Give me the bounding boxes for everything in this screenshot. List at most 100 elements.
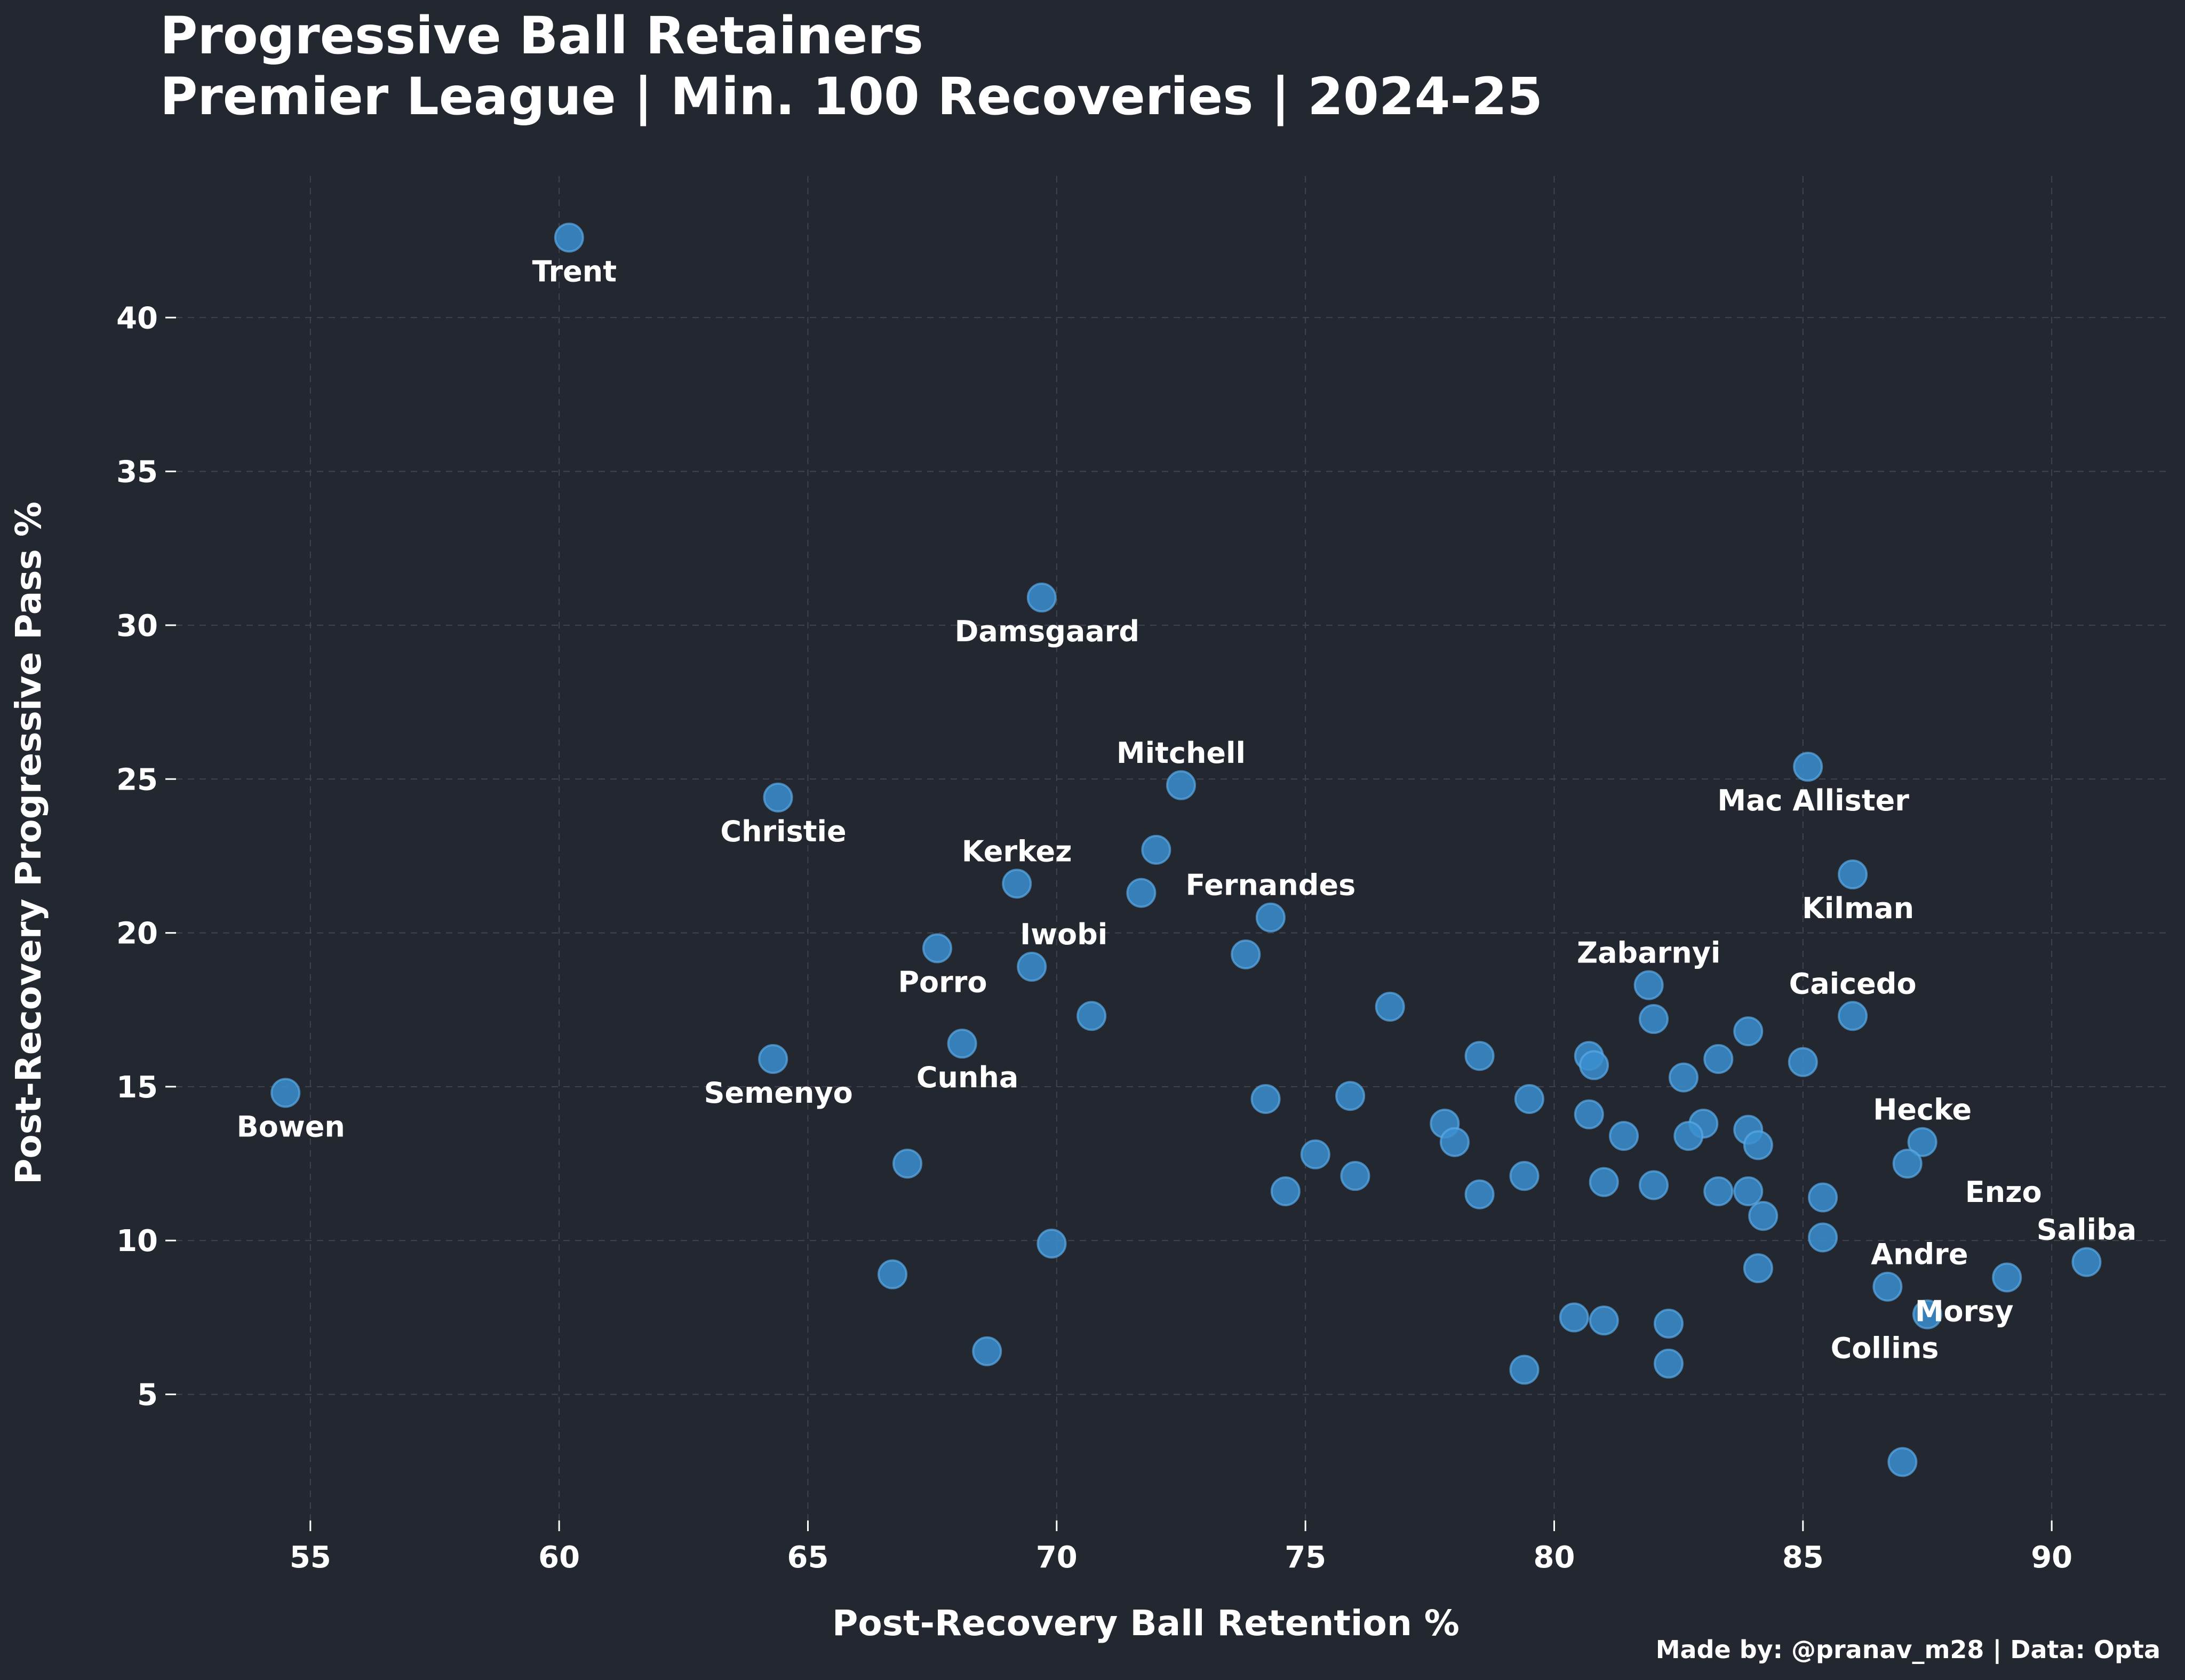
y-tick-label: 15 <box>116 1070 158 1105</box>
point-label: Iwobi <box>1020 918 1107 951</box>
title-line-2: Premier League | Min. 100 Recoveries | 2… <box>160 67 1543 127</box>
credit-text: Made by: @pranav_m28 | Data: Opta <box>1656 1635 2160 1665</box>
x-tick-label: 60 <box>538 1540 580 1575</box>
data-point <box>1300 1139 1330 1169</box>
data-point <box>1250 1084 1281 1114</box>
data-point <box>1733 1016 1764 1047</box>
x-tick-label: 70 <box>1036 1540 1078 1575</box>
point-label: Mitchell <box>1117 736 1246 770</box>
data-point <box>1703 1176 1734 1206</box>
data-point <box>1872 1271 1903 1302</box>
data-point <box>1036 1229 1067 1259</box>
data-point <box>1464 1041 1495 1071</box>
data-point <box>1633 970 1664 1000</box>
data-point <box>2071 1247 2102 1277</box>
data-point <box>1808 1222 1838 1253</box>
data-point <box>1589 1305 1619 1336</box>
x-tick-label: 75 <box>1285 1540 1326 1575</box>
data-point <box>554 222 584 253</box>
x-tick-label: 80 <box>1534 1540 1575 1575</box>
point-label: Semenyo <box>704 1076 853 1110</box>
point-label: Kilman <box>1802 891 1914 925</box>
title-line-1: Progressive Ball Retainers <box>160 6 923 66</box>
data-point <box>1375 991 1405 1022</box>
y-tick-label: 30 <box>116 609 158 643</box>
data-point <box>1639 1170 1669 1200</box>
data-point <box>1574 1099 1604 1129</box>
point-label: Cunha <box>916 1061 1018 1094</box>
data-point <box>1887 1447 1918 1477</box>
x-tick-label: 65 <box>787 1540 829 1575</box>
y-tick-label: 5 <box>137 1378 158 1413</box>
point-label: Bowen <box>237 1110 345 1143</box>
data-point <box>1892 1149 1923 1179</box>
point-label: Mac Allister <box>1717 784 1909 817</box>
data-points <box>270 222 2102 1477</box>
data-point <box>1514 1084 1544 1114</box>
point-label: Fernandes <box>1186 869 1356 902</box>
point-label: Kerkez <box>962 834 1072 868</box>
data-point <box>1654 1348 1684 1379</box>
point-label: Damsgaard <box>955 615 1140 648</box>
chart-title: Progressive Ball Retainers Premier Leagu… <box>160 6 1543 127</box>
data-point <box>1255 902 1286 933</box>
point-label: Enzo <box>1965 1175 2042 1209</box>
data-point <box>1654 1308 1684 1339</box>
data-point <box>1231 939 1261 969</box>
point-labels: Trent Damsgaard Mitchell Mac Allister Christ… <box>237 254 2137 1365</box>
axis-ticks: 55 60 65 70 75 80 85 90 5 10 15 20 25 30 35 40 <box>116 301 2072 1575</box>
data-point <box>947 1029 977 1059</box>
point-label: Christie <box>720 815 846 848</box>
x-axis-label: Post-Recovery Ball Retention % <box>832 1603 1460 1644</box>
data-point <box>1026 583 1057 613</box>
data-point <box>1464 1179 1495 1209</box>
y-tick-label: 40 <box>116 301 158 336</box>
x-tick-label: 90 <box>2031 1540 2072 1575</box>
x-tick-label: 85 <box>1782 1540 1824 1575</box>
data-point <box>1703 1044 1734 1074</box>
data-point <box>1335 1081 1366 1111</box>
data-point <box>1912 1299 1942 1329</box>
data-point <box>1589 1167 1619 1197</box>
data-point <box>1748 1201 1779 1231</box>
data-point <box>878 1259 908 1289</box>
point-label: Collins <box>1831 1332 1939 1365</box>
data-point <box>1141 834 1171 865</box>
grid <box>176 176 2171 1520</box>
point-label: Hecke <box>1873 1093 1972 1127</box>
y-tick-label: 25 <box>116 762 158 797</box>
data-point <box>1673 1121 1704 1151</box>
point-label: Andre <box>1871 1238 1968 1271</box>
data-point <box>1609 1121 1639 1151</box>
data-point <box>758 1044 788 1074</box>
data-point <box>1509 1161 1540 1191</box>
data-point <box>1743 1130 1773 1160</box>
data-point <box>1743 1253 1773 1284</box>
data-point <box>1733 1176 1764 1206</box>
point-label: Trent <box>532 254 617 288</box>
point-label: Morsy <box>1915 1294 2014 1328</box>
data-point <box>1076 1001 1107 1031</box>
data-point <box>1788 1047 1818 1077</box>
data-point <box>1992 1262 2022 1293</box>
data-point <box>270 1078 301 1108</box>
data-point <box>1838 1001 1868 1031</box>
data-point <box>892 1149 923 1179</box>
data-point <box>1340 1161 1370 1191</box>
point-label: Zabarnyi <box>1577 936 1720 970</box>
data-point <box>763 782 793 813</box>
data-point <box>972 1336 1002 1366</box>
data-point <box>1559 1302 1589 1333</box>
x-tick-label: 55 <box>290 1540 331 1575</box>
y-axis-label: Post-Recovery Progressive Pass % <box>8 501 49 1184</box>
point-label: Saliba <box>2037 1213 2136 1247</box>
data-point <box>1509 1355 1540 1385</box>
y-tick-label: 35 <box>116 455 158 490</box>
data-point <box>922 933 952 964</box>
data-point <box>1166 770 1196 800</box>
data-point <box>1017 952 1047 982</box>
data-point <box>1439 1127 1470 1157</box>
data-point <box>1002 869 1032 899</box>
data-point <box>1639 1004 1669 1034</box>
